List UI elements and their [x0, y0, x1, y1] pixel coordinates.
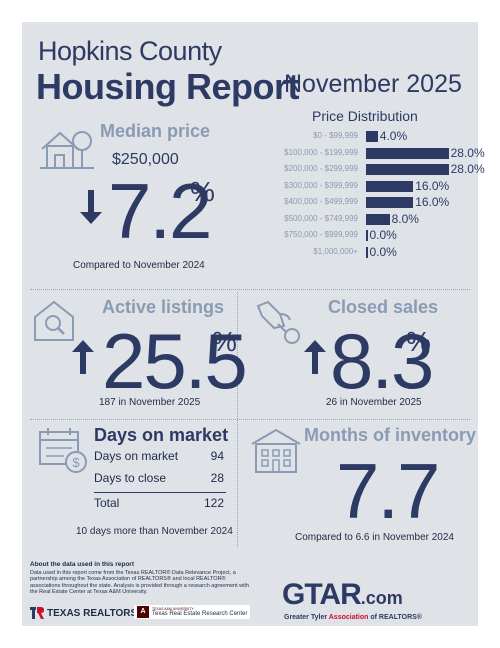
closed-sales-label: Closed sales — [328, 297, 439, 317]
gtar-logo: GTAR .com — [282, 578, 403, 612]
gtar-com: .com — [360, 588, 403, 608]
months-inventory-label: Months of inventory — [304, 425, 476, 445]
price-range-label: $500,000 - $749,999 — [284, 213, 358, 223]
price-distribution-row: $200,000 - $299,999 28.0% — [218, 162, 484, 177]
divider-row-1 — [30, 289, 470, 290]
price-distribution-row: $300,000 - $399,999 16.0% — [218, 178, 478, 194]
texas-realtors-text: TEXAS REALTORS — [47, 607, 138, 619]
gtar-tagline-pre: Greater Tyler — [284, 614, 329, 621]
texas-realtors-mark-icon — [30, 607, 44, 619]
price-bar — [366, 213, 390, 225]
price-bar — [366, 180, 414, 192]
gtar-tagline: Greater Tyler Association of REALTORS® — [284, 614, 422, 621]
tamu-mark-icon: A — [137, 606, 149, 618]
house-icon — [38, 125, 96, 171]
price-share-value: 4.0% — [379, 129, 408, 143]
about-text: Data used in this report come from the T… — [30, 570, 249, 595]
median-price-value: $250,000 — [112, 151, 179, 168]
median-price-label: Median price — [100, 121, 211, 141]
county-title: Hopkins County — [38, 36, 222, 66]
price-share-value: 16.0% — [415, 195, 450, 209]
report-title: Housing Report — [36, 66, 299, 107]
total-label: Total — [94, 496, 120, 510]
price-share-value: 0.0% — [369, 228, 397, 242]
price-share-value: 0.0% — [369, 244, 397, 259]
price-bar — [366, 197, 414, 208]
tamu-logo: A TEXAS A&M UNIVERSITY Texas Real Estate… — [134, 605, 251, 619]
price-range-label: $400,000 - $499,999 — [284, 197, 358, 206]
report-month: November 2025 — [284, 70, 462, 98]
total-rule — [94, 492, 226, 493]
price-distribution-row: $400,000 - $499,999 16.0% — [218, 195, 478, 210]
price-bar — [366, 246, 368, 258]
price-range-label: $200,000 - $299,999 — [284, 164, 358, 173]
closed-sales-caption: 26 in November 2025 — [326, 397, 422, 408]
total-value: 122 — [203, 496, 224, 510]
price-bar — [366, 131, 378, 142]
search-house-icon — [32, 299, 76, 343]
price-distribution-row: $750,000 - $999,999 0.0% — [218, 228, 478, 243]
tamu-center-text: Texas Real Estate Research Center — [152, 611, 248, 617]
closed-sales-pct: % — [406, 326, 431, 357]
active-listings-caption: 187 in November 2025 — [99, 397, 201, 408]
days-on-market-row: Days on market 94 — [94, 449, 224, 463]
median-price-change: 7.2 — [108, 167, 212, 255]
hand-key-icon — [254, 300, 310, 350]
price-bar — [366, 164, 449, 175]
price-range-label: $100,000 - $199,999 — [284, 147, 358, 157]
gtar-wordmark: GTAR — [282, 578, 362, 611]
active-listings-change: 25.5 — [102, 317, 248, 405]
dtc-row-value: 28 — [210, 471, 224, 485]
arrow-up-icon — [72, 340, 94, 374]
divider-row-2 — [30, 419, 470, 420]
months-inventory-value: 7.7 — [336, 447, 440, 535]
price-range-label: $750,000 - $999,999 — [284, 230, 358, 239]
price-range-label: $0 - $99,999 — [313, 131, 358, 140]
price-distribution-row: $1,000,000+ 0.0% — [218, 244, 478, 260]
dom-row-label: Days on market — [94, 449, 179, 463]
active-listings-label: Active listings — [102, 297, 225, 317]
price-distribution-row: $500,000 - $749,999 8.0% — [218, 211, 478, 227]
arrow-down-icon — [80, 190, 102, 224]
divider-column — [237, 292, 238, 547]
dom-row-value: 94 — [210, 449, 224, 463]
median-price-pct: % — [190, 176, 215, 207]
dtc-row-label: Days to close — [94, 471, 167, 485]
price-share-value: 16.0% — [415, 178, 450, 193]
price-bar — [366, 230, 368, 241]
price-share-value: 28.0% — [450, 145, 485, 160]
days-on-market-label: Days on market — [94, 425, 229, 445]
gtar-tagline-post: of REALTORS® — [368, 614, 422, 621]
price-share-value: 28.0% — [450, 162, 485, 176]
days-to-close-row: Days to close 28 — [94, 471, 224, 485]
median-price-caption: Compared to November 2024 — [73, 260, 205, 271]
total-row: Total 122 — [94, 496, 224, 510]
calendar-dollar-icon: $ — [38, 426, 88, 474]
price-share-value: 8.0% — [391, 211, 419, 226]
price-distribution-row: $100,000 - $199,999 28.0% — [218, 146, 484, 161]
closed-sales-change: 8.3 — [330, 317, 434, 405]
price-range-label: $300,000 - $399,999 — [284, 180, 358, 190]
days-on-market-caption: 10 days more than November 2024 — [76, 526, 233, 537]
gtar-tagline-mid: Association — [328, 614, 369, 621]
price-distribution-title: Price Distribution — [312, 108, 418, 124]
price-range-label: $1,000,000+ — [313, 246, 358, 256]
report-page: Hopkins County Housing Report November 2… — [22, 22, 485, 626]
building-icon — [250, 428, 302, 474]
months-inventory-caption: Compared to 6.6 in November 2024 — [295, 532, 454, 543]
svg-text:$: $ — [72, 455, 80, 470]
about-title: About the data used in this report — [30, 561, 135, 568]
arrow-up-icon-2 — [304, 340, 326, 374]
texas-realtors-logo: TEXAS REALTORS — [30, 607, 137, 619]
price-bar — [366, 147, 449, 159]
active-listings-pct: % — [212, 326, 237, 357]
tamu-small-text: TEXAS A&M UNIVERSITY — [152, 607, 194, 611]
price-distribution-row: $0 - $99,999 4.0% — [218, 129, 478, 144]
